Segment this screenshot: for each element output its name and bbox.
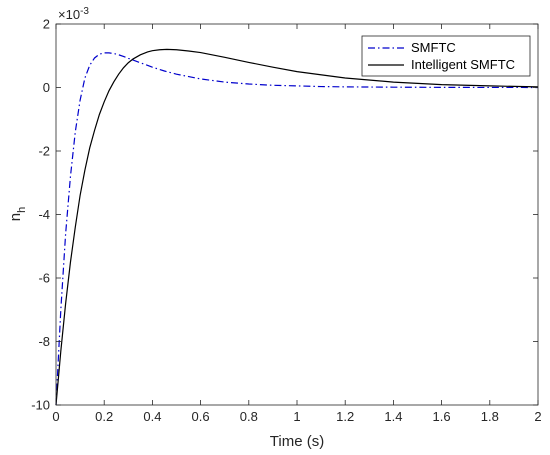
y-axis-label: nh xyxy=(7,207,28,221)
y-tick-label: -10 xyxy=(31,398,50,413)
x-tick-label: 1.6 xyxy=(433,409,451,424)
y-tick-label: 0 xyxy=(43,80,50,95)
y-axis-label-main: n xyxy=(7,213,24,221)
x-tick-label: 2 xyxy=(534,409,541,424)
exponent-label: ×10-3 xyxy=(58,6,89,22)
x-tick-label: 1.2 xyxy=(336,409,354,424)
x-tick-label: 1.4 xyxy=(384,409,402,424)
x-tick-label: 0.6 xyxy=(192,409,210,424)
y-tick-label: -8 xyxy=(38,334,50,349)
series-line-smftc xyxy=(55,52,539,406)
legend-label-smftc: SMFTC xyxy=(411,40,456,55)
tick-layer: 0 0.2 0.4 0.6 0.8 1 1.2 1.4 1.6 1.8 2 -10 -8 -6 -4 -2 0 2 xyxy=(31,17,541,425)
plot-background xyxy=(56,24,538,405)
y-tick-label: -6 xyxy=(38,271,50,286)
x-tick-label: 1 xyxy=(293,409,300,424)
x-tick-label: 1.8 xyxy=(481,409,499,424)
exponent-base: ×10 xyxy=(58,7,80,22)
legend-box xyxy=(361,35,531,77)
series-line-intelligent-smftc xyxy=(55,48,539,406)
y-axis-label-subscript: h xyxy=(16,207,28,213)
x-tick-label: 0.4 xyxy=(143,409,161,424)
y-tick-label: -2 xyxy=(38,144,50,159)
legend: SMFTC Intelligent SMFTC xyxy=(361,35,531,77)
x-tick-label: 0 xyxy=(52,409,59,424)
x-axis-label: Time (s) xyxy=(270,433,324,450)
x-tick-label: 0.8 xyxy=(240,409,258,424)
y-tick-label: 2 xyxy=(43,17,50,32)
series-layer xyxy=(55,48,539,406)
legend-label-intelligent-smftc: Intelligent SMFTC xyxy=(411,57,515,72)
exponent-power: -3 xyxy=(80,6,89,17)
x-tick-label: 0.2 xyxy=(95,409,113,424)
y-tick-label: -4 xyxy=(38,207,50,222)
